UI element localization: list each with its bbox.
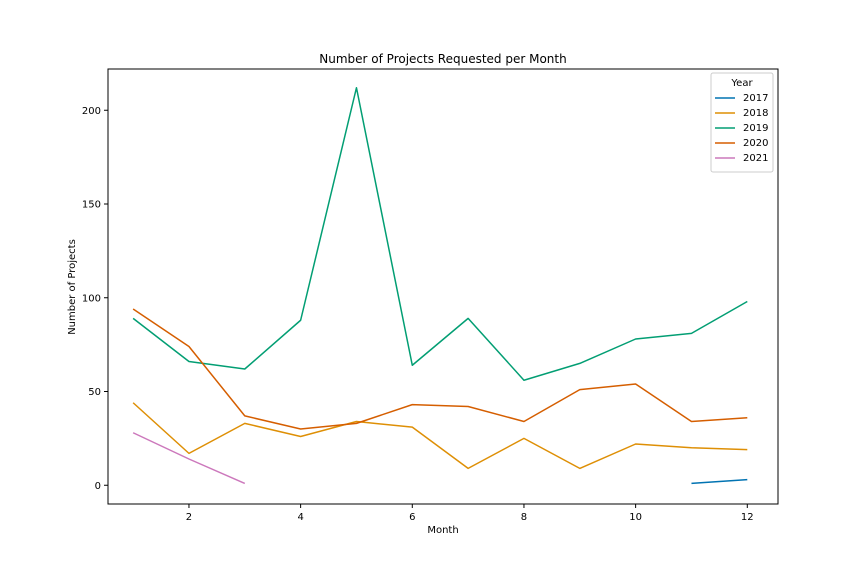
y-tick-label: 200 — [82, 106, 101, 117]
x-tick-label: 6 — [409, 512, 415, 523]
legend: Year 2017 2018 2019 2020 2021 — [710, 72, 774, 173]
y-tick-label: 50 — [88, 387, 101, 398]
legend-label: 2017 — [743, 93, 768, 104]
x-tick-label: 4 — [297, 512, 303, 523]
y-tick-label: 0 — [95, 481, 101, 492]
plot-area — [132, 87, 748, 485]
y-axis-label: Number of Projects — [67, 239, 78, 335]
legend-title: Year — [730, 78, 753, 89]
series-line-2021 — [132, 432, 246, 485]
x-tick-label: 8 — [521, 512, 527, 523]
legend-label: 2019 — [743, 123, 768, 134]
series-line-2017 — [691, 478, 748, 485]
series-line-2019 — [132, 87, 748, 381]
legend-label: 2018 — [743, 108, 768, 119]
x-axis-label: Month — [427, 525, 458, 536]
y-tick-label: 150 — [82, 200, 101, 211]
legend-label: 2020 — [743, 138, 768, 149]
plot-frame — [107, 68, 779, 505]
chart-title: Number of Projects Requested per Month — [319, 52, 566, 66]
series-line-2020 — [132, 308, 748, 430]
x-tick-label: 10 — [629, 512, 642, 523]
series-line-2018 — [132, 402, 748, 470]
x-tick-label: 2 — [186, 512, 192, 523]
y-tick-label: 100 — [82, 293, 101, 304]
legend-label: 2021 — [743, 153, 768, 164]
x-tick-label: 12 — [741, 512, 754, 523]
